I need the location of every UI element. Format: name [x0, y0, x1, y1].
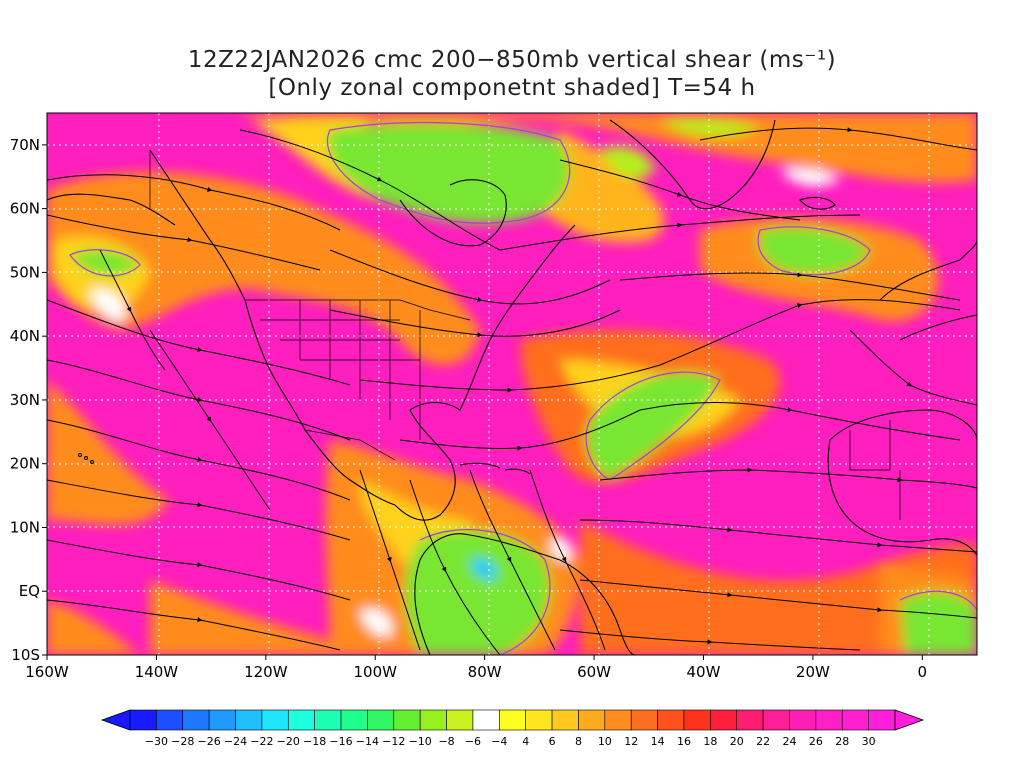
- colorbar-label: 10: [598, 735, 612, 748]
- colorbar-swatch: [499, 709, 526, 731]
- colorbar-swatch: [604, 709, 632, 731]
- latitude-axis: 70N 60N 50N 40N 30N 20N 10N EQ 10S: [10, 136, 47, 664]
- colorbar-swatch: [419, 709, 447, 731]
- colorbar-label: −26: [198, 735, 221, 748]
- colorbar-label: −4: [491, 735, 507, 748]
- colorbar-label: −22: [250, 735, 273, 748]
- colorbar-label: −24: [224, 735, 247, 748]
- colorbar-label: 24: [782, 735, 796, 748]
- colorbar: −30 −28 −26 −24 −22 −20 −18 −16 −14 −12 −10 −8 −6 −4 4…: [100, 709, 925, 748]
- colorbar-swatch: [261, 709, 289, 731]
- colorbar-swatch: [736, 709, 764, 731]
- colorbar-label: −12: [382, 735, 405, 748]
- colorbar-swatch: [472, 709, 500, 731]
- lat-label: 60N: [10, 200, 40, 218]
- colorbar-swatch: [446, 709, 474, 731]
- colorbar-label: −18: [303, 735, 326, 748]
- colorbar-swatch: [815, 709, 843, 731]
- colorbar-label: −8: [438, 735, 454, 748]
- map-frame: [46, 112, 978, 656]
- colorbar-left-arrow: [100, 709, 131, 731]
- colorbar-swatch: [129, 709, 157, 731]
- colorbar-swatch: [762, 709, 790, 731]
- lat-label: 50N: [10, 263, 40, 281]
- lon-label: 60W: [577, 663, 611, 681]
- colorbar-swatch: [868, 709, 896, 731]
- lat-label: 10S: [11, 646, 40, 664]
- lat-label: 40N: [10, 327, 40, 345]
- plot-title-line2: [Only zonal componetnt shaded] T=54 h: [268, 75, 756, 101]
- shear-blobs: [47, 113, 977, 655]
- colorbar-swatch: [314, 709, 342, 731]
- colorbar-swatch: [208, 709, 236, 731]
- lon-label: 80W: [468, 663, 502, 681]
- colorbar-swatch: [841, 709, 869, 731]
- lat-label: 30N: [10, 391, 40, 409]
- lon-label: 120W: [244, 663, 288, 681]
- lat-label: 20N: [10, 455, 40, 473]
- shading-layer: [47, 113, 977, 655]
- colorbar-right-arrow: [894, 709, 925, 731]
- lon-label: 100W: [354, 663, 398, 681]
- colorbar-label: 12: [624, 735, 638, 748]
- colorbar-swatch: [393, 709, 421, 731]
- colorbar-swatch: [235, 709, 263, 731]
- colorbar-label: 22: [756, 735, 770, 748]
- lon-label: 20W: [796, 663, 830, 681]
- colorbar-swatch: [367, 709, 395, 731]
- colorbar-swatch: [525, 709, 553, 731]
- longitude-axis: 160W 140W 120W 100W 80W 60W 40W 20W 0: [25, 655, 927, 681]
- zero-contours: [69, 122, 977, 655]
- plot-title-line1: 12Z22JAN2026 cmc 200−850mb vertical shea…: [187, 47, 837, 73]
- colorbar-swatch: [578, 709, 606, 731]
- colorbar-label: 16: [677, 735, 691, 748]
- colorbar-label: 26: [809, 735, 823, 748]
- colorbar-swatch: [156, 709, 184, 731]
- colorbar-swatch: [340, 709, 368, 731]
- lon-label: 160W: [25, 663, 69, 681]
- colorbar-swatch: [710, 709, 738, 731]
- colorbar-swatch: [630, 709, 658, 731]
- colorbar-label: −20: [277, 735, 300, 748]
- political-borders: [149, 150, 901, 520]
- colorbar-label: 18: [703, 735, 717, 748]
- colorbar-label: −14: [356, 735, 379, 748]
- colorbar-label: −16: [329, 735, 352, 748]
- colorbar-label: −28: [171, 735, 194, 748]
- lon-label: 0: [918, 663, 928, 681]
- colorbar-label: 20: [730, 735, 744, 748]
- lat-label: 10N: [10, 518, 40, 536]
- colorbar-label: 8: [575, 735, 582, 748]
- colorbar-swatch: [657, 709, 685, 731]
- colorbar-label: 28: [835, 735, 849, 748]
- colorbar-label: −6: [465, 735, 481, 748]
- lon-label: 40W: [687, 663, 721, 681]
- colorbar-label: 30: [862, 735, 876, 748]
- colorbar-label: 6: [549, 735, 556, 748]
- colorbar-label: 14: [651, 735, 665, 748]
- shear-streamlines: [47, 127, 977, 655]
- colorbar-swatch: [789, 709, 817, 731]
- colorbar-label: −10: [409, 735, 432, 748]
- lat-label: 70N: [10, 136, 40, 154]
- lon-label: 140W: [135, 663, 179, 681]
- colorbar-swatch: [683, 709, 711, 731]
- colorbar-swatch: [287, 709, 315, 731]
- colorbar-label: 4: [522, 735, 529, 748]
- colorbar-label: −30: [145, 735, 168, 748]
- lat-label: EQ: [19, 582, 40, 600]
- colorbar-swatch: [182, 709, 210, 731]
- colorbar-swatch: [551, 709, 579, 731]
